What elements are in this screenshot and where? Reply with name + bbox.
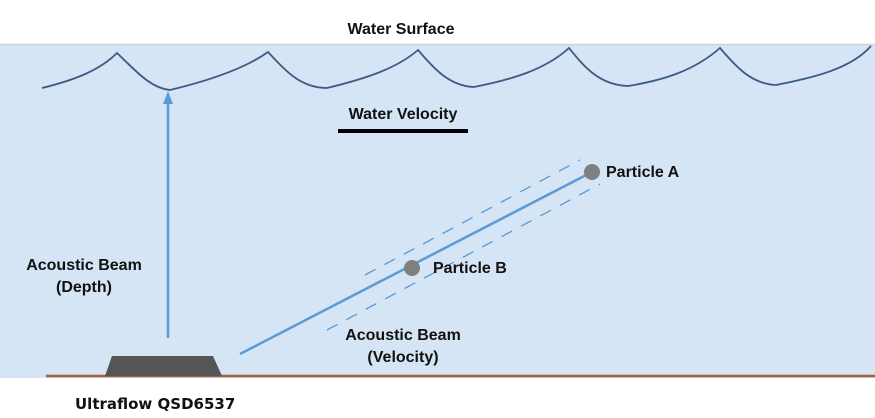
depth-beam-arrowhead-icon [163, 91, 173, 104]
particle-b-label: Particle B [433, 260, 507, 277]
water-surface-wave [41, 45, 872, 91]
ultraflow-device [105, 356, 222, 376]
particle-a [584, 164, 600, 180]
velocity-beam-upper-bound [364, 159, 581, 276]
depth-beam-label-line1: Acoustic Beam [26, 257, 142, 274]
depth-beam-label-line2: (Depth) [56, 279, 112, 296]
water-surface-label: Water Surface [348, 21, 455, 38]
device-label: Ultraflow QSD6537 [75, 395, 235, 413]
velocity-beam-label-line2: (Velocity) [367, 349, 438, 366]
water-body [0, 44, 875, 378]
velocity-beam-lower-bound [326, 183, 601, 331]
particle-a-label: Particle A [606, 164, 680, 181]
particle-b [404, 260, 420, 276]
velocity-beam-label-line1: Acoustic Beam [345, 327, 461, 344]
lower-background [0, 378, 875, 418]
water-velocity-label: Water Velocity [349, 106, 458, 123]
